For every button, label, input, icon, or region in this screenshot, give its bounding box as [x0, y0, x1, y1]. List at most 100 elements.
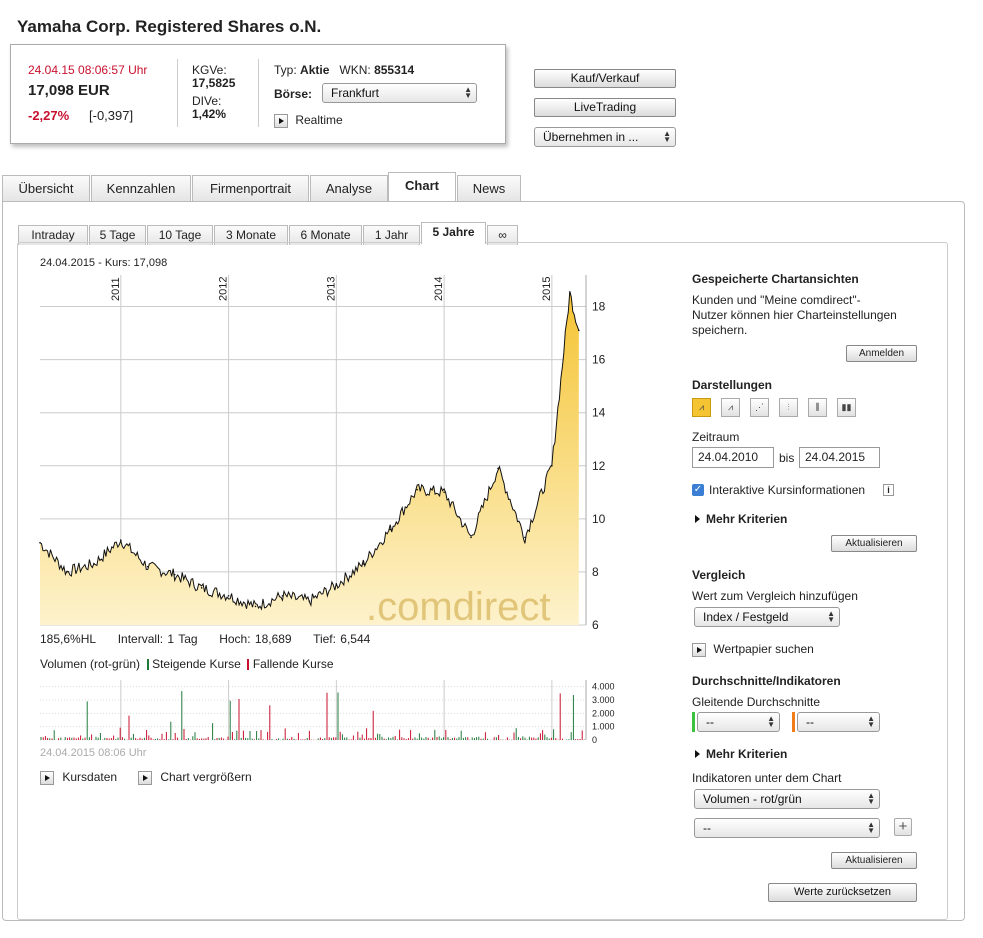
- gd1-color-swatch: [692, 712, 695, 732]
- index-festgeld-select[interactable]: Index / Festgeld ▲ ▼: [694, 607, 840, 627]
- price-point: [362, 563, 365, 565]
- realtime-label: Realtime: [295, 113, 343, 127]
- tab-news[interactable]: News: [457, 175, 521, 202]
- select-arrows-icon: ▲ ▼: [867, 820, 875, 835]
- volume-timestamp: 24.04.2015 08:06 Uhr: [40, 747, 147, 759]
- gd1-select[interactable]: -- ▲ ▼: [697, 712, 780, 732]
- dot-chart-icon[interactable]: ⋰: [750, 398, 769, 417]
- livetrading-button[interactable]: LiveTrading: [534, 98, 676, 117]
- tab-kennzahlen[interactable]: Kennzahlen: [91, 175, 191, 202]
- gd1-value: --: [706, 715, 714, 729]
- play-icon: [138, 770, 152, 785]
- price-point: [254, 605, 257, 608]
- mehr-kriterien-2-label: Mehr Kriterien: [706, 747, 788, 761]
- quote-datetime: 24.04.15 08:06:57 Uhr: [28, 63, 148, 77]
- index-festgeld-value: Index / Festgeld: [703, 610, 789, 624]
- price-point: [200, 587, 203, 589]
- subtab-max[interactable]: ∞: [487, 225, 518, 245]
- mehr-kriterien-2[interactable]: Mehr Kriterien: [695, 747, 787, 762]
- kgve-label: KGVe:: [192, 63, 227, 77]
- typ-label: Typ:: [274, 63, 297, 77]
- volume-tick-label: 1.000: [592, 722, 615, 732]
- subtab-1-jahr[interactable]: 1 Jahr: [363, 225, 420, 245]
- mehr-kriterien-1[interactable]: Mehr Kriterien: [695, 512, 787, 527]
- subtab-10-tage[interactable]: 10 Tage: [147, 225, 213, 245]
- price-point: [308, 600, 311, 602]
- stat-hl: 185,6%HL: [40, 632, 97, 646]
- subtab-5-jahre[interactable]: 5 Jahre: [421, 222, 486, 244]
- subtab-intraday[interactable]: Intraday: [18, 225, 88, 245]
- aktualisieren-button-1[interactable]: Aktualisieren: [831, 535, 917, 552]
- tab-firmenportrait[interactable]: Firmenportrait: [192, 175, 309, 202]
- info-icon[interactable]: i: [883, 484, 894, 496]
- triangle-right-icon: [695, 750, 700, 758]
- vergleich-title: Vergleich: [692, 568, 746, 582]
- gd2-color-swatch: [792, 712, 795, 732]
- ohlc-chart-icon[interactable]: ⫶: [779, 398, 798, 417]
- y-tick-label: 8: [592, 565, 599, 579]
- price-point: [173, 573, 176, 576]
- kursdaten-link[interactable]: Kursdaten: [40, 770, 117, 785]
- triangle-right-icon: [695, 515, 700, 523]
- candlestick-icon[interactable]: ▮▮: [837, 398, 856, 417]
- uebernehmen-select[interactable]: Übernehmen in ... ▲ ▼: [534, 127, 676, 147]
- volume-tick-label: 4.000: [592, 682, 615, 692]
- price-area: [40, 291, 579, 625]
- subtab-6-monate[interactable]: 6 Monate: [289, 225, 362, 245]
- quote-price: 17,098 EUR: [28, 82, 110, 99]
- wertpapier-suchen-link[interactable]: Wertpapier suchen: [692, 642, 814, 657]
- price-point: [146, 565, 149, 568]
- darstellungen-title: Darstellungen: [692, 378, 773, 392]
- interaktiv-checkbox[interactable]: ✓: [692, 484, 704, 496]
- volume-chart: 0 1.000 2.000 3.000 4.000: [40, 680, 615, 745]
- price-chart[interactable]: .comdirect 6 8 10 12 14 16 18 2011 2012 2013 2014…: [30, 270, 630, 638]
- y-axis: 6 8 10 12 14 16 18: [592, 300, 606, 632]
- tab-chart[interactable]: Chart: [388, 172, 456, 201]
- volumen-select[interactable]: Volumen - rot/grün ▲ ▼: [694, 789, 880, 809]
- date-from-input[interactable]: 24.04.2010: [692, 447, 774, 468]
- bar-chart-icon[interactable]: ⫼: [808, 398, 827, 417]
- indikator-2-select[interactable]: -- ▲ ▼: [694, 818, 880, 838]
- saved-views-text-3: speichern.: [692, 323, 748, 337]
- volume-bars: [40, 691, 585, 740]
- durchschnitte-title: Durchschnitte/Indikatoren: [692, 674, 841, 688]
- line-chart-alt-icon[interactable]: ⩘: [721, 398, 740, 417]
- subtab-5-tage[interactable]: 5 Tage: [89, 225, 146, 245]
- price-point: [443, 491, 445, 494]
- subtab-3-monate[interactable]: 3 Monate: [214, 225, 288, 245]
- line-chart-icon[interactable]: ⩘: [692, 398, 711, 417]
- rising-label: Steigende Kurse: [152, 657, 241, 671]
- werte-zuruecksetzen-button[interactable]: Werte zurücksetzen: [768, 883, 917, 902]
- realtime-link[interactable]: Realtime: [274, 113, 343, 128]
- tab-uebersicht[interactable]: Übersicht: [2, 175, 90, 202]
- kauf-verkauf-button[interactable]: Kauf/Verkauf: [534, 69, 676, 88]
- select-arrows-icon: ▲ ▼: [464, 85, 472, 100]
- chart-vergroessern-link[interactable]: Chart vergrößern: [138, 770, 252, 785]
- comdirect-watermark: .comdirect: [366, 585, 551, 629]
- boerse-select-value: Frankfurt: [331, 86, 380, 100]
- kgve-value: 17,5825: [192, 76, 236, 90]
- price-points: [39, 292, 580, 608]
- select-arrows-icon: ▲ ▼: [827, 609, 835, 624]
- price-point: [551, 464, 553, 467]
- stat-intervall: Intervall: 1 Tag: [117, 632, 198, 646]
- aktualisieren-button-2[interactable]: Aktualisieren: [831, 852, 917, 869]
- price-point: [39, 541, 41, 544]
- divider: [258, 59, 259, 127]
- tab-analyse[interactable]: Analyse: [310, 175, 388, 202]
- y-tick-label: 10: [592, 512, 606, 526]
- chart-header: 24.04.2015 - Kurs: 17,098: [40, 257, 168, 269]
- anmelden-button[interactable]: Anmelden: [846, 345, 917, 362]
- quote-change-pct: -2,27%: [28, 108, 70, 123]
- y-tick-label: 18: [592, 300, 606, 314]
- stat-tief: Tief: 6,544: [313, 632, 371, 646]
- add-indicator-button[interactable]: +: [894, 818, 912, 836]
- gd2-select[interactable]: -- ▲ ▼: [797, 712, 880, 732]
- volume-label: Volumen (rot-grün): [40, 657, 141, 671]
- price-point: [470, 536, 472, 539]
- mehr-kriterien-1-label: Mehr Kriterien: [706, 512, 788, 526]
- wertpapier-label: Wertpapier suchen: [713, 642, 814, 656]
- vergroessern-label: Chart vergrößern: [160, 770, 252, 784]
- boerse-select[interactable]: Frankfurt ▲ ▼: [322, 83, 477, 103]
- date-to-input[interactable]: 24.04.2015: [799, 447, 880, 468]
